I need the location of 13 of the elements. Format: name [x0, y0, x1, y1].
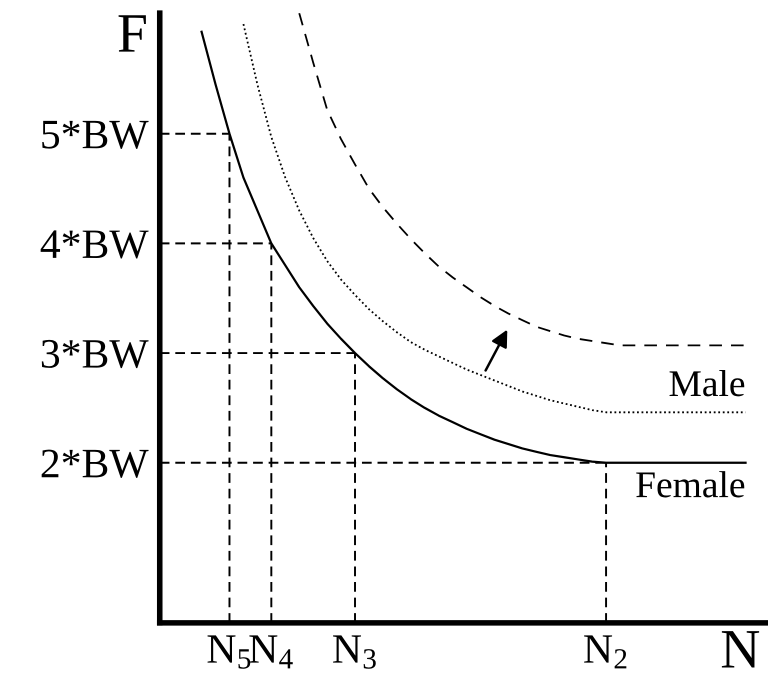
- y-tick-label: 4*BW: [40, 230, 149, 258]
- x-tick-label: N$_{2}$: [584, 635, 626, 668]
- x-tick-label: N$_{4}$: [249, 635, 293, 668]
- y-tick-label: 2*BW: [42, 450, 149, 478]
- y-axis-title: F: [118, 15, 146, 52]
- x-tick-label: N$_{3}$: [333, 635, 376, 669]
- series-label: Male: [670, 370, 744, 396]
- series-label: Female: [636, 471, 744, 498]
- line-series: [298, 13, 746, 346]
- y-tick-label: 3*BW: [42, 340, 149, 368]
- x-axis-title: N: [722, 631, 760, 668]
- x-tick-label: N$_{5}$: [208, 635, 250, 669]
- y-tick-label: 5*BW: [42, 120, 149, 149]
